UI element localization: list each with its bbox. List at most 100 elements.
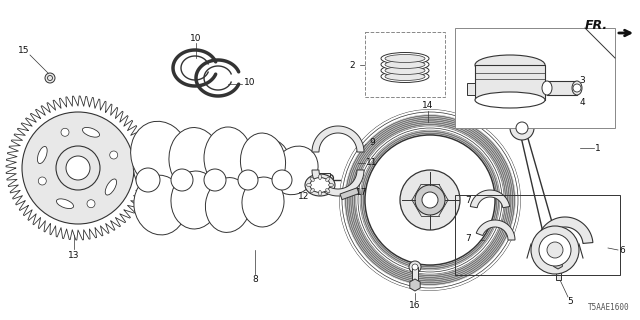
Bar <box>365 32 445 97</box>
Text: 10: 10 <box>244 77 256 86</box>
Text: 11: 11 <box>366 157 378 166</box>
Bar <box>412 267 418 285</box>
Ellipse shape <box>319 190 321 196</box>
Ellipse shape <box>204 127 252 189</box>
Text: 7: 7 <box>465 196 471 204</box>
Ellipse shape <box>131 121 189 189</box>
Bar <box>547 81 577 95</box>
Circle shape <box>38 177 46 185</box>
Text: FR.: FR. <box>585 19 608 31</box>
Ellipse shape <box>542 81 552 95</box>
Circle shape <box>516 122 528 134</box>
Ellipse shape <box>381 59 429 70</box>
Ellipse shape <box>242 177 284 227</box>
Circle shape <box>573 84 581 92</box>
Ellipse shape <box>56 199 74 209</box>
Bar <box>455 28 615 128</box>
Circle shape <box>238 170 258 190</box>
Circle shape <box>272 170 292 190</box>
Ellipse shape <box>381 70 429 83</box>
Text: 4: 4 <box>579 98 585 107</box>
Ellipse shape <box>37 147 47 164</box>
Text: 3: 3 <box>579 76 585 84</box>
Ellipse shape <box>310 188 314 193</box>
Ellipse shape <box>475 55 545 75</box>
Text: 14: 14 <box>422 100 434 109</box>
Text: 12: 12 <box>298 191 310 201</box>
Text: 5: 5 <box>567 298 573 307</box>
Circle shape <box>87 200 95 208</box>
Text: 1: 1 <box>595 143 601 153</box>
Ellipse shape <box>319 174 321 180</box>
Text: 8: 8 <box>252 276 258 284</box>
Ellipse shape <box>168 136 222 200</box>
Ellipse shape <box>305 174 335 196</box>
Bar <box>292 173 330 183</box>
Ellipse shape <box>310 178 330 193</box>
Circle shape <box>340 110 520 290</box>
Circle shape <box>409 261 421 273</box>
Ellipse shape <box>205 178 251 232</box>
Ellipse shape <box>241 133 285 191</box>
Ellipse shape <box>307 183 312 187</box>
Bar <box>455 195 620 275</box>
Ellipse shape <box>326 177 330 181</box>
Circle shape <box>204 169 226 191</box>
Circle shape <box>531 226 579 274</box>
Ellipse shape <box>202 139 253 198</box>
Ellipse shape <box>169 128 221 192</box>
Circle shape <box>422 192 438 208</box>
Polygon shape <box>554 259 563 269</box>
Bar <box>475 65 545 100</box>
Ellipse shape <box>572 81 582 95</box>
Bar <box>340 188 359 200</box>
Text: 16: 16 <box>409 300 420 309</box>
Circle shape <box>415 185 445 215</box>
Circle shape <box>22 112 134 224</box>
Ellipse shape <box>241 140 290 195</box>
Circle shape <box>510 116 534 140</box>
Text: 7: 7 <box>465 234 471 243</box>
Polygon shape <box>312 170 364 196</box>
Ellipse shape <box>385 54 425 62</box>
Text: 10: 10 <box>190 34 202 43</box>
Text: 13: 13 <box>68 251 80 260</box>
Circle shape <box>56 146 100 190</box>
Ellipse shape <box>310 177 314 181</box>
Ellipse shape <box>385 67 425 75</box>
Ellipse shape <box>83 127 100 137</box>
Text: 17: 17 <box>356 188 368 196</box>
Polygon shape <box>476 220 515 240</box>
Circle shape <box>547 242 563 258</box>
Text: 9: 9 <box>369 138 375 147</box>
Ellipse shape <box>105 179 116 195</box>
Circle shape <box>136 168 160 192</box>
Circle shape <box>365 135 495 265</box>
Ellipse shape <box>328 183 333 187</box>
Circle shape <box>47 76 52 81</box>
Ellipse shape <box>385 73 425 81</box>
Circle shape <box>539 234 571 266</box>
Polygon shape <box>410 279 420 291</box>
Circle shape <box>61 128 69 136</box>
Bar <box>556 264 561 280</box>
Text: 6: 6 <box>619 245 625 254</box>
Circle shape <box>45 73 55 83</box>
Ellipse shape <box>272 146 318 195</box>
Text: 15: 15 <box>19 45 29 54</box>
Ellipse shape <box>134 175 186 235</box>
Ellipse shape <box>475 92 545 108</box>
Circle shape <box>171 169 193 191</box>
Ellipse shape <box>385 60 425 68</box>
Circle shape <box>66 156 90 180</box>
Ellipse shape <box>171 171 219 229</box>
Polygon shape <box>470 190 509 208</box>
Polygon shape <box>312 126 364 152</box>
Polygon shape <box>537 217 593 244</box>
Bar <box>467 83 475 95</box>
Circle shape <box>412 264 418 270</box>
Circle shape <box>109 151 118 159</box>
Ellipse shape <box>381 52 429 65</box>
Circle shape <box>400 170 460 230</box>
Ellipse shape <box>381 65 429 76</box>
